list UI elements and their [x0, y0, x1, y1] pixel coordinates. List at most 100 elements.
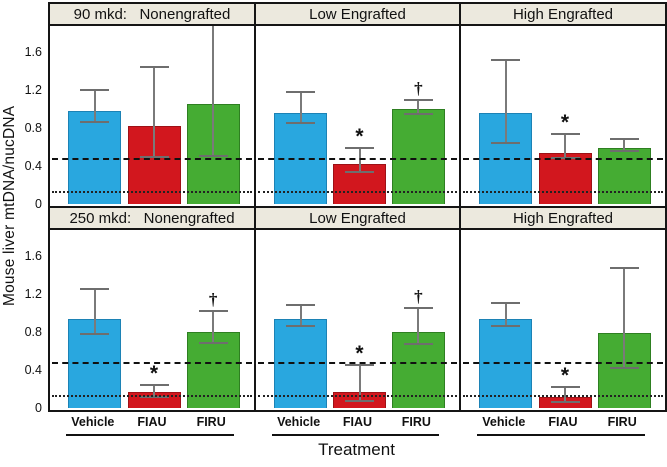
y-tick-label: 0: [35, 401, 42, 415]
error-bar: [358, 149, 361, 173]
significance-marker: †: [414, 286, 423, 306]
significance-marker: *: [560, 110, 570, 134]
error-bar-cap: [198, 154, 228, 157]
y-tick-label: 1.2: [24, 83, 42, 98]
error-bar-cap: [403, 342, 433, 345]
y-tick-label: 0.8: [24, 325, 42, 340]
dotted-reference-line: [52, 394, 252, 397]
error-bar-cap: [139, 65, 169, 68]
error-bar-cap: [139, 155, 169, 158]
error-bar-cap: [286, 91, 316, 94]
error-bar: [564, 134, 566, 160]
error-bar-cap: [609, 367, 639, 370]
error-bar-cap: [80, 333, 110, 336]
error-bar-cap: [550, 132, 580, 135]
error-bar: [504, 60, 507, 145]
error-bar-cap: [403, 98, 433, 101]
y-tick-label: 0.4: [24, 159, 42, 174]
error-bar: [153, 67, 155, 158]
error-bar-cap: [491, 301, 521, 304]
error-bar-cap: [198, 310, 228, 313]
error-bar: [93, 91, 96, 123]
error-bar: [358, 366, 361, 403]
error-bar-cap: [609, 137, 639, 140]
significance-marker: *: [355, 125, 364, 149]
error-bar-cap: [80, 120, 110, 123]
x-tick-label: Vehicle: [277, 415, 321, 429]
dashed-reference-line: [258, 362, 457, 365]
significance-marker: *: [560, 364, 570, 388]
bar-fiau: [538, 152, 592, 204]
bar-firu: [391, 109, 445, 204]
error-bar-cap: [80, 287, 110, 290]
y-tick-label: 1.2: [24, 287, 42, 302]
dotted-reference-line: [258, 394, 457, 397]
panel-plot: * †: [48, 228, 256, 412]
error-bar-cap: [403, 306, 433, 309]
error-bar-cap: [491, 58, 521, 61]
error-bar-cap: [345, 170, 374, 173]
error-bar-cap: [345, 147, 374, 150]
x-tick-label: FIAU: [342, 415, 373, 429]
x-tick-label: FIAU: [137, 415, 167, 429]
x-tick-label: FIRU: [401, 415, 431, 429]
error-bar: [212, 25, 215, 157]
error-bar: [212, 312, 215, 344]
error-bar-cap: [286, 122, 316, 125]
panel-title: 90 mkd: Nonengrafted: [48, 2, 256, 26]
error-bar-cap: [609, 149, 639, 152]
error-bar-cap: [345, 364, 374, 367]
error-bar: [504, 303, 507, 327]
error-bar: [417, 100, 420, 115]
error-bar-cap: [550, 386, 580, 389]
error-bar-cap: [286, 303, 316, 306]
error-bar-cap: [403, 112, 433, 115]
panel-plot: *: [459, 24, 667, 208]
panel-title: 250 mkd: Nonengrafted: [48, 206, 256, 230]
x-axis-line: [66, 434, 234, 436]
error-bar: [299, 93, 302, 125]
dotted-reference-line: [52, 190, 252, 193]
panel-plot: [48, 23, 256, 208]
significance-marker: †: [208, 290, 218, 310]
x-tick-label: FIRU: [196, 415, 226, 429]
y-tick-label: 1.6: [24, 249, 42, 264]
y-tick-label: 0.8: [24, 121, 42, 136]
error-bar-cap: [609, 266, 639, 269]
x-tick-label: Vehicle: [482, 415, 526, 429]
panel-title: Low Engrafted: [254, 2, 461, 26]
panel-title: Low Engrafted: [254, 206, 461, 230]
significance-marker: †: [414, 78, 423, 98]
bar-firu: [597, 148, 651, 204]
x-axis-title: Treatment: [318, 440, 395, 459]
dashed-reference-line: [463, 362, 663, 365]
x-axis-line: [477, 434, 645, 436]
error-bar: [417, 308, 420, 345]
error-bar: [623, 268, 626, 370]
error-bar: [299, 305, 302, 327]
x-tick-label: Vehicle: [71, 415, 115, 429]
x-axis-line: [272, 434, 439, 436]
y-tick-label: 1.6: [24, 45, 42, 60]
error-bar-cap: [550, 401, 580, 404]
error-bar-cap: [80, 89, 110, 92]
panel-plot: * †: [254, 228, 461, 412]
x-tick-label: FIAU: [548, 415, 578, 429]
dashed-reference-line: [258, 158, 457, 161]
panel-plot: * †: [254, 24, 461, 208]
y-tick-label: 0: [35, 197, 42, 211]
error-bar: [93, 289, 96, 336]
dashed-reference-line: [52, 158, 252, 161]
x-tick-label: FIRU: [607, 415, 637, 429]
bar-vehicle: [68, 111, 122, 204]
error-bar-cap: [491, 324, 521, 327]
error-bar-cap: [491, 142, 521, 145]
panel-plot: *: [459, 228, 667, 412]
dotted-reference-line: [258, 190, 457, 193]
significance-marker: *: [355, 342, 364, 366]
dashed-reference-line: [52, 362, 252, 365]
panel-title: High Engrafted: [459, 206, 667, 230]
error-bar-cap: [139, 384, 169, 387]
significance-marker: *: [149, 362, 159, 386]
